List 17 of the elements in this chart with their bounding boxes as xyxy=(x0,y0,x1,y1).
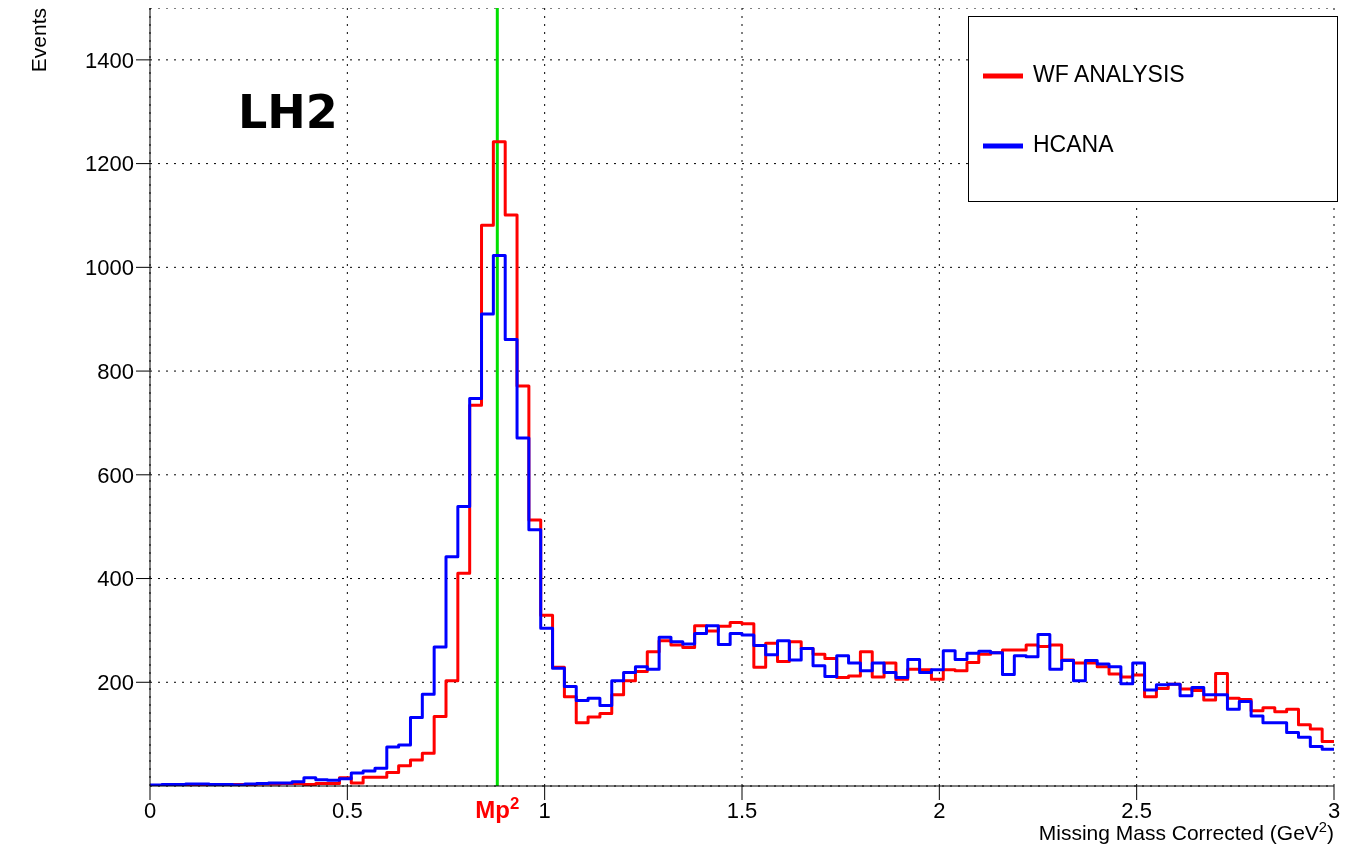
y-tick-label: 600 xyxy=(97,462,134,488)
y-tick-label: 1000 xyxy=(85,255,134,281)
y-axis-title: Events xyxy=(26,8,50,73)
x-tick-label: 0 xyxy=(143,797,157,823)
x-tick-label: 0.5 xyxy=(332,797,363,823)
x-tick-label: 2 xyxy=(933,797,946,823)
legend-label: WF ANALYSIS xyxy=(1033,61,1185,87)
ref-line-label: Mp$^{2}$ xyxy=(475,793,520,823)
y-tick-label: 400 xyxy=(97,566,134,592)
y-tick-label: 1200 xyxy=(85,151,134,177)
y-tick-label: 200 xyxy=(97,670,134,696)
y-tick-label: 800 xyxy=(97,358,134,384)
y-tick-label: 1400 xyxy=(85,47,134,73)
annotation: LH2 xyxy=(238,85,338,139)
legend-label: HCANA xyxy=(1033,131,1114,157)
x-tick-label: 1.5 xyxy=(726,797,758,823)
x-tick-label: 1 xyxy=(538,797,551,823)
